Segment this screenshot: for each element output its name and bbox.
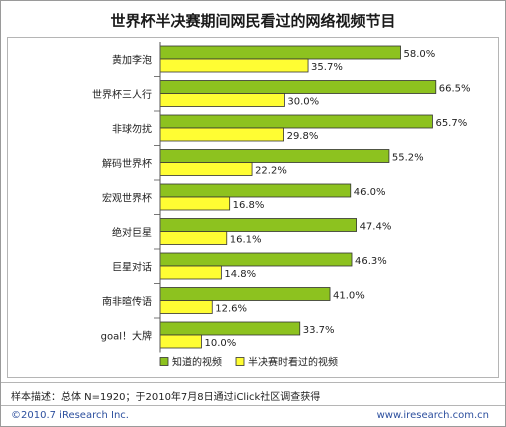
legend-swatch — [159, 357, 169, 366]
category-label: 非球勿扰 — [112, 122, 152, 135]
data-label: 22.2% — [255, 166, 287, 177]
data-label: 35.7% — [311, 62, 343, 73]
data-label: 29.8% — [287, 131, 319, 142]
bar-known-video — [159, 114, 433, 129]
category-label: 解码世界杯 — [102, 157, 152, 170]
data-label: 41.0% — [333, 291, 365, 302]
bar-known-video — [159, 80, 437, 94]
data-label: 30.0% — [287, 97, 319, 108]
bar-known-video — [159, 45, 401, 60]
bar-watched-video — [159, 162, 253, 176]
footer-divider — [1, 405, 505, 406]
category-label: 绝对巨星 — [112, 226, 152, 239]
data-label: 47.4% — [360, 222, 392, 233]
category-label: 南非暄传语 — [102, 295, 152, 308]
data-label: 16.1% — [230, 235, 262, 246]
category-label: 宏观世界杯 — [102, 191, 152, 204]
data-label: 65.7% — [435, 118, 467, 129]
bar-watched-video — [159, 127, 284, 142]
bar-watched-video — [159, 300, 213, 314]
copyright-text: ©2010.7 iResearch Inc. — [11, 410, 129, 421]
category-label: 巨星对话 — [112, 260, 152, 273]
data-label: 12.6% — [215, 304, 247, 315]
legend-label: 知道的视频 — [172, 356, 222, 369]
bar-known-video — [159, 218, 357, 232]
data-label: 58.0% — [404, 49, 436, 60]
category-label: 世界杯三人行 — [92, 88, 152, 101]
data-label: 16.8% — [233, 200, 265, 211]
bar-known-video — [159, 287, 331, 301]
data-label: 10.0% — [204, 338, 236, 349]
bar-known-video — [159, 183, 352, 198]
bar-watched-video — [159, 334, 202, 349]
data-label: 14.8% — [224, 269, 256, 280]
bar-known-video — [159, 321, 301, 336]
sample-note: 样本描述：总体 N=1920；于2010年7月8日通过iClick社区调查获得 — [11, 392, 321, 403]
data-label: 46.0% — [354, 187, 386, 198]
chart-title: 世界杯半决赛期间网民看过的网络视频节目 — [110, 12, 396, 30]
bar-known-video — [159, 252, 353, 267]
bar-watched-video — [159, 231, 228, 245]
bar-watched-video — [159, 265, 222, 280]
category-label: 黄加李泡 — [112, 53, 152, 66]
chart-area: 黄加李泡世界杯三人行非球勿扰解码世界杯宏观世界杯绝对巨星巨星对话南非暄传语 goa… — [7, 37, 499, 378]
data-label: 46.3% — [355, 256, 387, 267]
site-url-link[interactable]: www.iresearch.com.cn — [376, 410, 489, 421]
legend-label: 半决赛时看过的视频 — [248, 356, 338, 369]
legend-swatch — [235, 357, 245, 366]
data-label: 66.5% — [439, 84, 471, 95]
footer-divider — [1, 382, 505, 383]
bar-watched-video — [159, 196, 231, 211]
data-label: 33.7% — [303, 325, 335, 336]
bar-known-video — [159, 149, 390, 163]
data-label: 55.2% — [392, 153, 424, 164]
bar-watched-video — [159, 93, 285, 107]
category-label: goal！大牌 — [101, 329, 152, 342]
bar-watched-video — [159, 58, 309, 73]
